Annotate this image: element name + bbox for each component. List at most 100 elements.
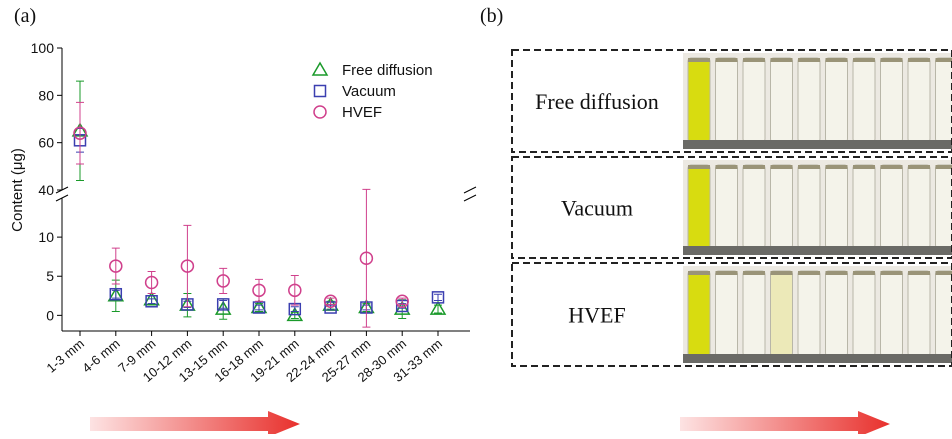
tube-cap [771, 165, 793, 169]
y-tick-label: 60 [38, 135, 54, 151]
tube-cap [853, 165, 875, 169]
tube-cap [881, 271, 903, 275]
error-bar [291, 307, 299, 312]
tube-cap [688, 271, 710, 275]
tube-cap [826, 165, 848, 169]
row-label: Free diffusion [535, 89, 659, 114]
error-bar [255, 279, 263, 301]
tube-cap [716, 271, 738, 275]
y-tick-label: 80 [38, 87, 54, 103]
arrow [90, 411, 300, 434]
tube-cap [853, 58, 875, 62]
legend-label: HVEF [342, 104, 382, 121]
tube [743, 271, 765, 356]
tube [881, 58, 903, 142]
error-bar [148, 272, 156, 294]
photo-panel: Free diffusion Vacuum HVEF [512, 50, 952, 366]
tube [798, 271, 820, 356]
tube [826, 271, 848, 356]
tube-cap [743, 271, 765, 275]
tube-cap [826, 271, 848, 275]
legend-label: Free diffusion [342, 62, 433, 79]
tube [771, 271, 793, 356]
y-tick-label: 5 [46, 268, 54, 284]
photo-floor [683, 140, 952, 149]
error-bar [183, 225, 191, 306]
row-label: HVEF [568, 303, 625, 328]
tube-cap [771, 58, 793, 62]
legend-marker [313, 63, 327, 75]
tube-cap [716, 165, 738, 169]
tube [688, 58, 710, 142]
tube [716, 58, 738, 142]
tube [853, 58, 875, 142]
tube [936, 165, 952, 248]
row-label: Vacuum [561, 196, 633, 221]
tube-cap [743, 58, 765, 62]
tube-cap [881, 165, 903, 169]
photo-floor [683, 354, 952, 363]
y-tick-label: 10 [38, 229, 54, 245]
tube-cap [853, 271, 875, 275]
tube [881, 271, 903, 356]
error-bar [76, 102, 84, 164]
tube-cap [743, 165, 765, 169]
axis-break [464, 195, 476, 201]
tube-cap [936, 271, 952, 275]
error-bar [112, 248, 120, 284]
tube [771, 58, 793, 142]
tube [936, 58, 952, 142]
legend-marker [314, 106, 326, 118]
tube-cap [936, 165, 952, 169]
tube-cap [798, 165, 820, 169]
tube [826, 58, 848, 142]
y-axis-title: Content (μg) [9, 148, 26, 232]
tube [716, 271, 738, 356]
tube-cap [908, 165, 930, 169]
error-bar [434, 294, 442, 300]
tube [688, 165, 710, 248]
tube [826, 165, 848, 248]
axis-break [464, 187, 476, 193]
error-bar [219, 268, 227, 293]
tube [716, 165, 738, 248]
tube [853, 165, 875, 248]
tube [798, 165, 820, 248]
tube-cap [798, 271, 820, 275]
tube [908, 58, 930, 142]
tube-cap [826, 58, 848, 62]
y-tick-label: 100 [31, 40, 55, 56]
tube-cap [881, 58, 903, 62]
tube-cap [936, 58, 952, 62]
tube [936, 271, 952, 356]
tube [743, 165, 765, 248]
tube [743, 58, 765, 142]
tube-cap [771, 271, 793, 275]
tube-cap [798, 58, 820, 62]
panel-label: (a) [14, 5, 36, 27]
legend-marker [315, 86, 326, 97]
tube [688, 271, 710, 356]
y-tick-label: 0 [46, 307, 54, 323]
x-tick-label: 4-6 mm [79, 336, 122, 376]
error-bar [291, 275, 299, 305]
photo-floor [683, 246, 952, 255]
error-bar [148, 299, 156, 304]
tube-cap [688, 58, 710, 62]
tube [853, 271, 875, 356]
tube [908, 165, 930, 248]
x-tick-label: 1-3 mm [44, 336, 87, 376]
arrow [680, 411, 890, 434]
tube-cap [908, 271, 930, 275]
tube [908, 271, 930, 356]
y-tick-label: 40 [38, 182, 54, 198]
tube [798, 58, 820, 142]
tube [881, 165, 903, 248]
panel-label: (b) [480, 5, 503, 27]
tube-cap [688, 165, 710, 169]
tube [771, 165, 793, 248]
tube-cap [716, 58, 738, 62]
legend-label: Vacuum [342, 83, 396, 100]
